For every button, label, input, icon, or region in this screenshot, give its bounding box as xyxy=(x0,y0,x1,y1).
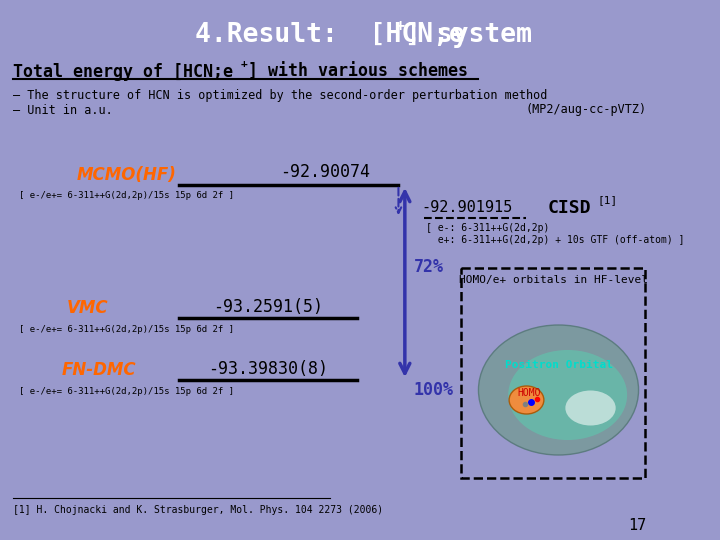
Text: Positron Orbital: Positron Orbital xyxy=(505,360,613,370)
Text: [ e-/e+= 6-311++G(2d,2p)/15s 15p 6d 2f ]: [ e-/e+= 6-311++G(2d,2p)/15s 15p 6d 2f ] xyxy=(19,388,234,396)
Text: [ e-/e+= 6-311++G(2d,2p)/15s 15p 6d 2f ]: [ e-/e+= 6-311++G(2d,2p)/15s 15p 6d 2f ] xyxy=(19,326,234,334)
Ellipse shape xyxy=(565,390,616,426)
Text: -92.901915: -92.901915 xyxy=(421,200,513,215)
Text: HOMO/e+ orbitals in HF-level: HOMO/e+ orbitals in HF-level xyxy=(459,275,647,285)
Text: -93.2591(5): -93.2591(5) xyxy=(212,298,323,316)
Ellipse shape xyxy=(508,350,627,440)
Ellipse shape xyxy=(479,325,639,455)
Text: [ e-: 6-311++G(2d,2p): [ e-: 6-311++G(2d,2p) xyxy=(426,223,549,233)
Text: [1] H. Chojnacki and K. Strasburger, Mol. Phys. 104 2273 (2006): [1] H. Chojnacki and K. Strasburger, Mol… xyxy=(14,505,384,515)
Text: MCMO(HF): MCMO(HF) xyxy=(77,166,176,184)
Text: +: + xyxy=(241,59,248,69)
Text: ] system: ] system xyxy=(405,22,532,48)
Text: FN-DMC: FN-DMC xyxy=(62,361,137,379)
Text: 4.Result:  [HCN;e: 4.Result: [HCN;e xyxy=(195,22,465,48)
Text: +: + xyxy=(396,18,405,33)
Text: Total energy of [HCN;e: Total energy of [HCN;e xyxy=(14,63,233,81)
Ellipse shape xyxy=(509,386,544,414)
Text: — Unit in a.u.: — Unit in a.u. xyxy=(14,104,113,117)
Text: [1]: [1] xyxy=(598,195,618,205)
Text: -92.90074: -92.90074 xyxy=(280,163,370,181)
Text: VMC: VMC xyxy=(67,299,108,317)
Text: CISD: CISD xyxy=(547,199,591,217)
Text: — The structure of HCN is optimized by the second-order perturbation method: — The structure of HCN is optimized by t… xyxy=(14,90,548,103)
FancyBboxPatch shape xyxy=(461,268,645,478)
Text: [ e-/e+= 6-311++G(2d,2p)/15s 15p 6d 2f ]: [ e-/e+= 6-311++G(2d,2p)/15s 15p 6d 2f ] xyxy=(19,191,234,199)
Text: 17: 17 xyxy=(628,518,647,534)
Text: HOMO: HOMO xyxy=(518,388,541,398)
Text: (MP2/aug-cc-pVTZ): (MP2/aug-cc-pVTZ) xyxy=(525,104,647,117)
Text: 100%: 100% xyxy=(414,381,454,399)
Text: ] with various schemes: ] with various schemes xyxy=(248,63,469,81)
Text: e+: 6-311++G(2d,2p) + 10s GTF (off-atom) ]: e+: 6-311++G(2d,2p) + 10s GTF (off-atom)… xyxy=(426,235,685,245)
Text: -93.39830(8): -93.39830(8) xyxy=(207,360,328,378)
Text: 72%: 72% xyxy=(414,258,444,275)
